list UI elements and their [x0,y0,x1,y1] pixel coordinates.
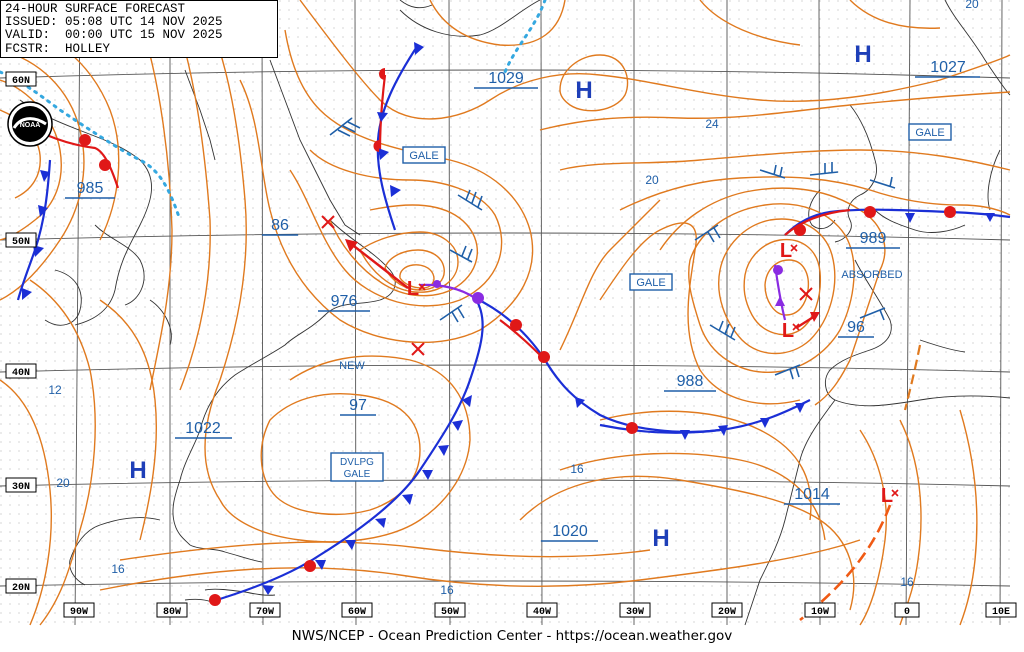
svg-text:50N: 50N [12,237,30,248]
pressure-label: 97 [349,397,367,414]
svg-text:40W: 40W [533,607,551,618]
longitude-labels: 90W 80W 70W 60W 50W 40W 30W 20W 10W 0 10… [63,602,1017,618]
storm-tracks [345,239,820,330]
svg-text:30N: 30N [12,482,30,493]
pressure-label: 86 [271,217,289,234]
pressure-label: 976 [331,293,358,310]
lon-label-50w: 50W [434,602,466,618]
lon-label-0: 0 [894,602,920,618]
isobar-value: 16 [111,562,125,576]
pressure-label: 1014 [794,486,830,503]
svg-text:60N: 60N [12,76,30,87]
annotations: NEW ABSORBED [339,269,902,372]
lon-label-10e: 10E [985,602,1017,618]
warning-labels: GALE GALE GALE DVLPG GALE [330,123,952,482]
svg-text:60W: 60W [348,607,366,618]
isobar-value: 20 [965,0,979,11]
coastlines [19,0,1011,626]
isobar-value: 16 [440,583,454,597]
high-pressure-centers: H H H H [129,41,871,552]
pressure-label: 985 [77,180,104,197]
lon-label-70w: 70W [249,602,281,618]
noaa-logo: NOAA [7,101,53,147]
pressure-label: 988 [677,373,704,390]
latitude-labels: 60N 50N 40N 30N 20N [5,71,37,594]
pressure-label: 1020 [552,523,588,540]
low-pressure-centers: L L L L [407,240,893,507]
high-center-symbol: H [652,525,669,552]
high-center-symbol: H [575,77,592,104]
isobars [0,0,1011,626]
svg-text:0: 0 [904,607,910,618]
lon-label-20w: 20W [711,602,743,618]
lon-label-80w: 80W [156,602,188,618]
ice-edge [0,0,547,222]
issued-time: ISSUED: 05:08 UTC 14 NOV 2025 [5,15,223,30]
isobar-value: 16 [570,462,584,476]
high-center-symbol: H [854,41,871,68]
absorbed-label: ABSORBED [841,269,902,281]
lat-label-40: 40N [5,363,37,379]
svg-text:NOAA: NOAA [20,122,41,129]
lat-label-20: 20N [5,578,37,594]
isobar-value: 24 [705,117,719,131]
lon-label-60w: 60W [341,602,373,618]
svg-text:40N: 40N [12,368,30,379]
front-symbols [22,42,995,606]
forecast-header: 24-HOUR SURFACE FORECAST ISSUED: 05:08 U… [0,0,278,58]
gale-warning-label: GALE [629,273,673,291]
pressure-label: 1022 [185,420,221,437]
svg-text:70W: 70W [256,607,274,618]
forecast-title: 24-HOUR SURFACE FORECAST [5,2,186,16]
lon-label-40w: 40W [526,602,558,618]
low-center-symbol: L [881,485,893,507]
svg-text:10W: 10W [811,607,829,618]
new-label: NEW [339,360,365,372]
svg-text:30W: 30W [626,607,644,618]
lat-label-50: 50N [5,232,37,248]
developing-gale-label: DVLPG GALE [330,452,384,482]
lat-label-30: 30N [5,477,37,493]
lat-lon-grid [0,0,1011,626]
forecaster: FCSTR: HOLLEY [5,41,111,56]
high-center-symbol: H [129,457,146,484]
lon-label-30w: 30W [619,602,651,618]
isobar-value: 20 [56,476,70,490]
low-center-symbol: L [780,240,792,262]
pressure-label: 96 [847,319,865,336]
forecast-position-markers [321,215,813,356]
low-center-markers [418,244,899,497]
low-center-symbol: L [407,278,419,300]
svg-text:GALE: GALE [636,277,665,289]
pressure-label: 1027 [930,59,966,76]
isobar-value: 12 [48,383,62,397]
svg-text:80W: 80W [163,607,181,618]
isobar-value: 16 [900,575,914,589]
gale-warning-label: GALE [908,123,952,141]
svg-text:10E: 10E [992,607,1010,618]
gale-warning-label: GALE [402,146,446,164]
svg-text:GALE: GALE [915,127,944,139]
low-center-symbol: L [782,320,794,342]
svg-text:20W: 20W [718,607,736,618]
pressure-label: 1029 [488,70,524,87]
isobar-values: 24 20 20 12 20 16 16 16 16 [48,0,979,597]
pressure-label: 989 [860,230,887,247]
lon-label-90w: 90W [63,602,95,618]
isobar-value: 20 [645,173,659,187]
valid-time: VALID: 00:00 UTC 15 NOV 2025 [5,28,223,43]
wind-barbs [329,117,896,380]
svg-text:90W: 90W [70,607,88,618]
lat-label-60: 60N [5,71,37,87]
svg-text:20N: 20N [12,583,30,594]
svg-text:50W: 50W [441,607,459,618]
source-credit: NWS/NCEP - Ocean Prediction Center - htt… [0,626,1024,652]
central-pressures: 1029 1027 985 86 976 97 1022 988 989 96 … [65,59,980,542]
svg-text:GALE: GALE [409,150,438,162]
lon-label-10w: 10W [804,602,836,618]
